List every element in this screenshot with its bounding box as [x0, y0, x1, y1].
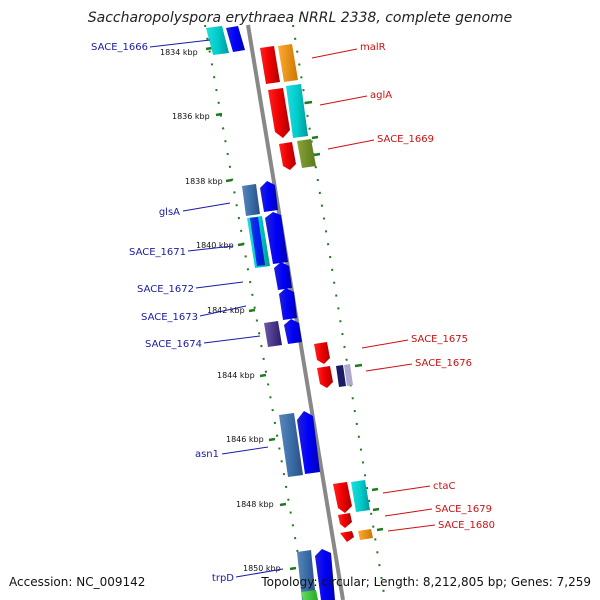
kbp-label: 1846 kbp: [226, 435, 264, 444]
gene-feature[interactable]: [351, 480, 370, 512]
accession-text: Accession: NC_009142: [9, 575, 145, 589]
tick-mark-1842: [248, 308, 256, 313]
right-track-guide: [292, 24, 386, 600]
gene-feature-sace-1674[interactable]: [264, 321, 282, 347]
gene-feature-sace-1669[interactable]: [279, 142, 296, 170]
leader-line: [195, 281, 244, 289]
tick-mark-right: [311, 135, 319, 140]
tick-mark-1840: [237, 242, 245, 247]
leader-line: [361, 339, 409, 349]
gene-feature-sace-1676[interactable]: [317, 366, 333, 388]
tick-mark-right: [372, 507, 380, 512]
gene-label[interactable]: aglA: [370, 90, 392, 101]
gene-feature[interactable]: [284, 319, 302, 344]
gene-label[interactable]: trpD: [212, 573, 234, 584]
kbp-label: 1840 kbp: [196, 241, 234, 250]
leader-line: [384, 508, 433, 517]
gene-label[interactable]: SACE_1676: [415, 358, 472, 369]
leader-line: [319, 95, 368, 106]
gene-label[interactable]: SACE_1673: [141, 312, 198, 323]
map-title: Saccharopolyspora erythraea NRRL 2338, c…: [88, 10, 513, 26]
leader-line: [311, 48, 358, 59]
gene-feature[interactable]: [265, 212, 288, 264]
tick-mark-right: [376, 527, 384, 532]
leader-line: [187, 245, 234, 252]
leader-line: [221, 446, 269, 455]
gene-feature[interactable]: [278, 44, 298, 82]
genome-summary-text: Topology: circular; Length: 8,212,805 bp…: [260, 575, 591, 589]
gene-label[interactable]: glsA: [159, 207, 180, 218]
kbp-label: 1838 kbp: [185, 177, 223, 186]
gene-feature[interactable]: [297, 411, 320, 474]
tick-mark-1850: [289, 566, 297, 571]
gene-feature[interactable]: [340, 531, 354, 542]
gene-feature-sace-1673[interactable]: [279, 288, 297, 320]
tick-mark-1844: [259, 373, 267, 378]
gene-feature-sace-1666[interactable]: [206, 26, 229, 55]
gene-label[interactable]: SACE_1680: [438, 520, 495, 531]
gene-label[interactable]: SACE_1675: [411, 334, 468, 345]
forward-genes: [206, 26, 335, 600]
gene-feature[interactable]: [315, 549, 335, 600]
gene-feature[interactable]: [297, 139, 316, 168]
tick-mark-1836: [215, 112, 223, 117]
gene-label[interactable]: SACE_1674: [145, 339, 202, 350]
gene-feature-ctaC[interactable]: [333, 482, 352, 513]
leader-line: [387, 524, 436, 532]
gene-label[interactable]: SACE_1666: [91, 42, 148, 53]
gene-feature-sace-1679[interactable]: [338, 513, 352, 528]
gene-feature-trpD[interactable]: [297, 550, 316, 600]
gene-label[interactable]: SACE_1679: [435, 504, 492, 515]
gene-feature[interactable]: [226, 26, 245, 52]
leader-line: [199, 305, 247, 317]
kbp-label: 1848 kbp: [236, 500, 274, 509]
tick-mark-1848: [279, 502, 287, 507]
gene-label[interactable]: SACE_1671: [129, 247, 186, 258]
gene-label[interactable]: SACE_1669: [377, 134, 434, 145]
tick-mark-right: [371, 487, 379, 492]
leader-line: [365, 363, 413, 372]
leader-line: [327, 139, 375, 150]
tick-mark-right: [304, 100, 313, 105]
tick-mark-right: [313, 152, 321, 157]
gene-label[interactable]: ctaC: [433, 481, 456, 492]
gene-feature: [250, 217, 265, 266]
leader-line: [382, 485, 431, 494]
forward-leader-lines: [149, 39, 284, 578]
kbp-label: 1844 kbp: [217, 371, 255, 380]
gene-label[interactable]: SACE_1672: [137, 284, 194, 295]
leader-line: [182, 202, 231, 212]
gene-feature-glsA[interactable]: [242, 184, 260, 216]
tick-mark-1838: [225, 178, 233, 183]
gene-feature[interactable]: [260, 181, 278, 212]
gene-label[interactable]: asn1: [195, 449, 219, 460]
tick-mark-right: [354, 363, 363, 368]
kbp-label: 1850 kbp: [243, 564, 281, 573]
gene-feature: [301, 590, 318, 600]
tick-mark-1846: [268, 437, 276, 442]
reverse-leader-lines: [311, 48, 436, 532]
gene-feature-sace-1672[interactable]: [274, 262, 292, 290]
gene-feature: [344, 364, 353, 386]
leader-line: [235, 568, 284, 578]
kbp-label: 1836 kbp: [172, 112, 210, 121]
gene-feature[interactable]: [286, 84, 308, 138]
tick-mark-1834: [205, 46, 213, 51]
gene-feature-asn1[interactable]: [279, 413, 303, 477]
gene-feature-malR[interactable]: [260, 46, 280, 84]
gene-feature-sace-1680[interactable]: [358, 529, 373, 540]
gene-feature[interactable]: [336, 365, 346, 387]
leader-line: [149, 39, 211, 48]
gene-label[interactable]: malR: [360, 42, 386, 53]
kbp-label: 1834 kbp: [160, 48, 198, 57]
reverse-genes: [260, 44, 373, 542]
leader-line: [203, 335, 261, 344]
kbp-tick-marks: [205, 46, 384, 571]
gene-feature-aglA[interactable]: [268, 88, 290, 138]
gene-feature-sace-1675[interactable]: [314, 342, 330, 364]
